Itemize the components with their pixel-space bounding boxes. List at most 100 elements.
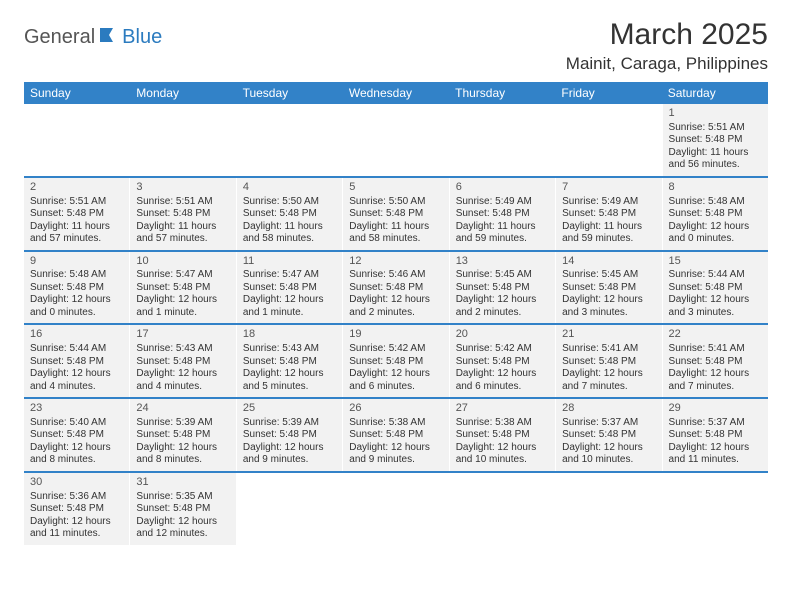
sunset-text: Sunset: 5:48 PM [30, 208, 123, 221]
sunset-text: Sunset: 5:48 PM [456, 429, 549, 442]
daylight-text: Daylight: 12 hours and 10 minutes. [456, 442, 549, 467]
daylight-text: Daylight: 12 hours and 3 minutes. [669, 294, 762, 319]
sunrise-text: Sunrise: 5:35 AM [136, 491, 229, 504]
calendar-row: 1Sunrise: 5:51 AMSunset: 5:48 PMDaylight… [24, 104, 768, 178]
sunset-text: Sunset: 5:48 PM [349, 356, 442, 369]
sunset-text: Sunset: 5:48 PM [30, 356, 123, 369]
daylight-text: Daylight: 12 hours and 4 minutes. [30, 368, 123, 393]
calendar-cell: 9Sunrise: 5:48 AMSunset: 5:48 PMDaylight… [24, 252, 130, 324]
day-number: 13 [456, 255, 549, 269]
sunset-text: Sunset: 5:48 PM [349, 282, 442, 295]
day-number: 2 [30, 181, 123, 195]
day-number: 11 [243, 255, 336, 269]
calendar-cell [450, 104, 556, 176]
sunset-text: Sunset: 5:48 PM [562, 429, 655, 442]
sunrise-text: Sunrise: 5:41 AM [562, 343, 655, 356]
day-number: 9 [30, 255, 123, 269]
sunrise-text: Sunrise: 5:41 AM [669, 343, 762, 356]
sunrise-text: Sunrise: 5:51 AM [30, 196, 123, 209]
calendar-cell [556, 473, 662, 545]
calendar-cell: 7Sunrise: 5:49 AMSunset: 5:48 PMDaylight… [556, 178, 662, 250]
sunset-text: Sunset: 5:48 PM [30, 429, 123, 442]
day-number: 23 [30, 402, 123, 416]
sunrise-text: Sunrise: 5:43 AM [243, 343, 336, 356]
calendar-cell: 11Sunrise: 5:47 AMSunset: 5:48 PMDayligh… [237, 252, 343, 324]
calendar-cell: 3Sunrise: 5:51 AMSunset: 5:48 PMDaylight… [130, 178, 236, 250]
daylight-text: Daylight: 11 hours and 59 minutes. [456, 221, 549, 246]
sunrise-text: Sunrise: 5:38 AM [456, 417, 549, 430]
sunset-text: Sunset: 5:48 PM [30, 503, 123, 516]
day-header: Wednesday [343, 82, 449, 104]
day-number: 10 [136, 255, 229, 269]
calendar-cell [24, 104, 130, 176]
calendar-cell [130, 104, 236, 176]
calendar-header-row: Sunday Monday Tuesday Wednesday Thursday… [24, 82, 768, 104]
daylight-text: Daylight: 12 hours and 10 minutes. [562, 442, 655, 467]
calendar-cell: 21Sunrise: 5:41 AMSunset: 5:48 PMDayligh… [556, 325, 662, 397]
day-number: 15 [669, 255, 762, 269]
sunrise-text: Sunrise: 5:49 AM [562, 196, 655, 209]
day-number: 14 [562, 255, 655, 269]
calendar-cell: 19Sunrise: 5:42 AMSunset: 5:48 PMDayligh… [343, 325, 449, 397]
sunset-text: Sunset: 5:48 PM [136, 429, 229, 442]
sunset-text: Sunset: 5:48 PM [243, 429, 336, 442]
sunrise-text: Sunrise: 5:43 AM [136, 343, 229, 356]
daylight-text: Daylight: 12 hours and 8 minutes. [30, 442, 123, 467]
calendar-cell: 18Sunrise: 5:43 AMSunset: 5:48 PMDayligh… [237, 325, 343, 397]
calendar-cell: 16Sunrise: 5:44 AMSunset: 5:48 PMDayligh… [24, 325, 130, 397]
sunset-text: Sunset: 5:48 PM [456, 282, 549, 295]
daylight-text: Daylight: 12 hours and 0 minutes. [669, 221, 762, 246]
calendar-cell: 4Sunrise: 5:50 AMSunset: 5:48 PMDaylight… [237, 178, 343, 250]
calendar-cell: 27Sunrise: 5:38 AMSunset: 5:48 PMDayligh… [450, 399, 556, 471]
sunset-text: Sunset: 5:48 PM [136, 503, 229, 516]
calendar-cell [343, 104, 449, 176]
daylight-text: Daylight: 11 hours and 56 minutes. [669, 147, 762, 172]
sunset-text: Sunset: 5:48 PM [243, 356, 336, 369]
calendar-cell [556, 104, 662, 176]
calendar-row: 9Sunrise: 5:48 AMSunset: 5:48 PMDaylight… [24, 252, 768, 326]
daylight-text: Daylight: 11 hours and 57 minutes. [136, 221, 229, 246]
location-label: Mainit, Caraga, Philippines [566, 54, 768, 74]
day-number: 6 [456, 181, 549, 195]
daylight-text: Daylight: 12 hours and 2 minutes. [349, 294, 442, 319]
sunrise-text: Sunrise: 5:37 AM [562, 417, 655, 430]
calendar-row: 23Sunrise: 5:40 AMSunset: 5:48 PMDayligh… [24, 399, 768, 473]
calendar-cell: 15Sunrise: 5:44 AMSunset: 5:48 PMDayligh… [663, 252, 768, 324]
sunrise-text: Sunrise: 5:38 AM [349, 417, 442, 430]
sunrise-text: Sunrise: 5:49 AM [456, 196, 549, 209]
calendar: Sunday Monday Tuesday Wednesday Thursday… [24, 82, 768, 545]
calendar-cell: 8Sunrise: 5:48 AMSunset: 5:48 PMDaylight… [663, 178, 768, 250]
daylight-text: Daylight: 11 hours and 59 minutes. [562, 221, 655, 246]
sunrise-text: Sunrise: 5:42 AM [456, 343, 549, 356]
daylight-text: Daylight: 12 hours and 9 minutes. [349, 442, 442, 467]
daylight-text: Daylight: 12 hours and 9 minutes. [243, 442, 336, 467]
daylight-text: Daylight: 12 hours and 1 minute. [136, 294, 229, 319]
sunrise-text: Sunrise: 5:48 AM [669, 196, 762, 209]
day-header: Friday [555, 82, 661, 104]
day-number: 17 [136, 328, 229, 342]
day-number: 12 [349, 255, 442, 269]
day-number: 21 [562, 328, 655, 342]
sunrise-text: Sunrise: 5:39 AM [243, 417, 336, 430]
sunset-text: Sunset: 5:48 PM [669, 208, 762, 221]
daylight-text: Daylight: 12 hours and 5 minutes. [243, 368, 336, 393]
sunset-text: Sunset: 5:48 PM [669, 356, 762, 369]
calendar-row: 30Sunrise: 5:36 AMSunset: 5:48 PMDayligh… [24, 473, 768, 545]
day-number: 29 [669, 402, 762, 416]
day-header: Sunday [24, 82, 130, 104]
calendar-cell: 10Sunrise: 5:47 AMSunset: 5:48 PMDayligh… [130, 252, 236, 324]
calendar-cell: 1Sunrise: 5:51 AMSunset: 5:48 PMDaylight… [663, 104, 768, 176]
sunrise-text: Sunrise: 5:45 AM [562, 269, 655, 282]
sunset-text: Sunset: 5:48 PM [562, 356, 655, 369]
daylight-text: Daylight: 12 hours and 11 minutes. [669, 442, 762, 467]
logo: General Blue [24, 26, 162, 49]
calendar-cell: 25Sunrise: 5:39 AMSunset: 5:48 PMDayligh… [237, 399, 343, 471]
calendar-cell: 14Sunrise: 5:45 AMSunset: 5:48 PMDayligh… [556, 252, 662, 324]
calendar-cell [237, 104, 343, 176]
sunset-text: Sunset: 5:48 PM [456, 208, 549, 221]
day-number: 31 [136, 476, 229, 490]
day-number: 7 [562, 181, 655, 195]
sunset-text: Sunset: 5:48 PM [349, 429, 442, 442]
calendar-cell: 29Sunrise: 5:37 AMSunset: 5:48 PMDayligh… [663, 399, 768, 471]
calendar-cell: 12Sunrise: 5:46 AMSunset: 5:48 PMDayligh… [343, 252, 449, 324]
